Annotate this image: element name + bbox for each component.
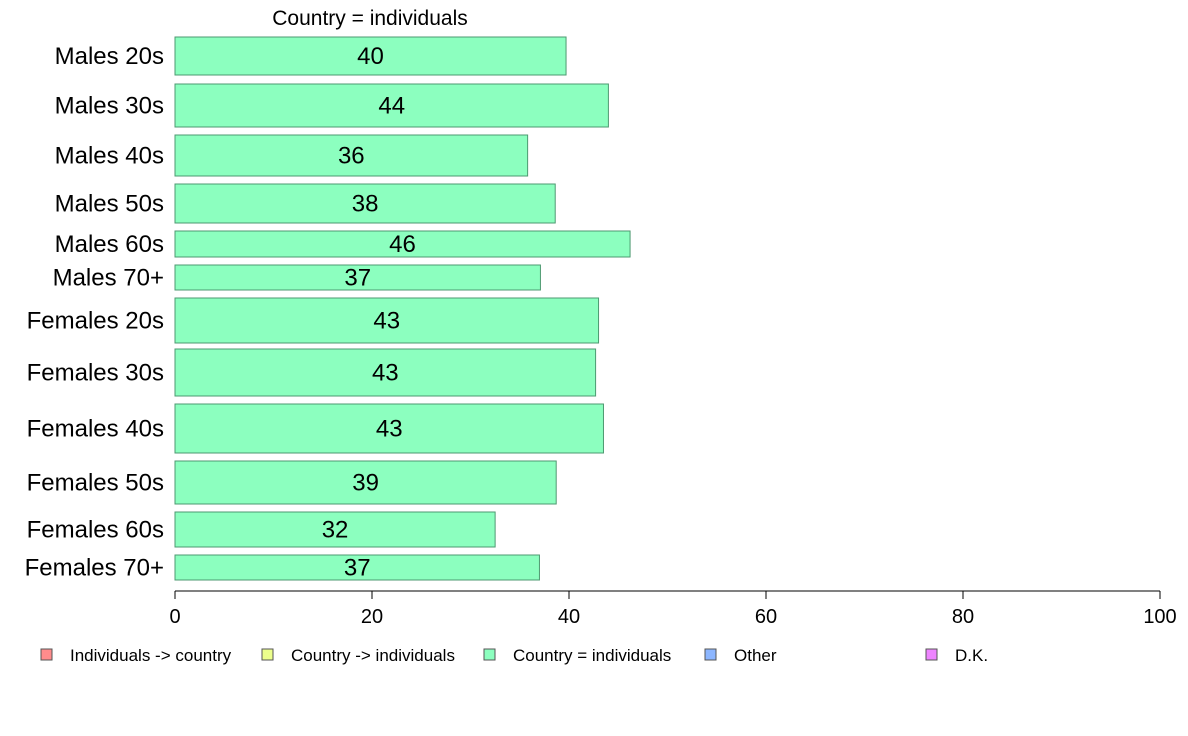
- bar-1: [174, 83, 609, 128]
- legend-label: Individuals -> country: [70, 646, 232, 665]
- value-label: 37: [344, 555, 371, 582]
- category-label: Females 20s: [27, 308, 164, 335]
- value-label: 44: [378, 93, 405, 120]
- category-label: Males 40s: [55, 143, 164, 170]
- bar-11: [174, 554, 540, 581]
- x-tick-label: 20: [361, 606, 383, 628]
- category-label: Females 50s: [27, 470, 164, 497]
- x-tick-label: 0: [169, 606, 180, 628]
- category-label: Females 60s: [27, 517, 164, 544]
- bar-5: [174, 264, 541, 291]
- value-label: 40: [357, 43, 384, 70]
- category-label: Females 70+: [25, 555, 164, 582]
- value-label: 46: [389, 231, 416, 258]
- bar-2: [174, 134, 529, 177]
- category-label: Males 70+: [53, 265, 164, 292]
- legend: Individuals -> country Country -> individ…: [40, 646, 988, 665]
- legend-swatch: [925, 648, 938, 661]
- legend-swatch: [40, 648, 53, 661]
- legend-swatch: [483, 648, 496, 661]
- value-label: 37: [344, 265, 371, 292]
- legend-label: Country = individuals: [513, 646, 671, 665]
- bar-7: [174, 348, 597, 397]
- chart-title: Country = individuals: [272, 7, 468, 30]
- x-tick-label: 60: [755, 606, 777, 628]
- x-axis: 0 20 40 60 80 100: [169, 590, 1177, 628]
- legend-label: D.K.: [955, 646, 988, 665]
- value-label: 43: [376, 416, 403, 443]
- value-label: 43: [372, 360, 399, 387]
- value-label: 39: [352, 470, 379, 497]
- value-label: 36: [338, 143, 365, 170]
- legend-swatch: [261, 648, 274, 661]
- legend-swatch: [704, 648, 717, 661]
- category-label: Males 50s: [55, 191, 164, 218]
- value-label: 38: [352, 191, 379, 218]
- category-label: Females 30s: [27, 360, 164, 387]
- legend-label: Country -> individuals: [291, 646, 455, 665]
- bar-9: [174, 460, 557, 505]
- bar-6: [174, 297, 600, 344]
- bars-group: Males 20s 40 Males 30s 44 Males 40s 36 Males 5…: [25, 36, 631, 582]
- value-label: 43: [373, 308, 400, 335]
- x-tick-label: 80: [952, 606, 974, 628]
- bar-8: [174, 403, 604, 454]
- category-label: Males 30s: [55, 93, 164, 120]
- x-tick-label: 100: [1143, 606, 1176, 628]
- value-label: 32: [322, 517, 349, 544]
- bar-10: [174, 511, 496, 548]
- legend-label: Other: [734, 646, 777, 665]
- bar-4: [174, 230, 631, 258]
- x-tick-label: 40: [558, 606, 580, 628]
- category-label: Males 60s: [55, 231, 164, 258]
- bar-0: [174, 36, 567, 76]
- bar-3: [174, 183, 556, 224]
- category-label: Females 40s: [27, 416, 164, 443]
- category-label: Males 20s: [55, 43, 164, 70]
